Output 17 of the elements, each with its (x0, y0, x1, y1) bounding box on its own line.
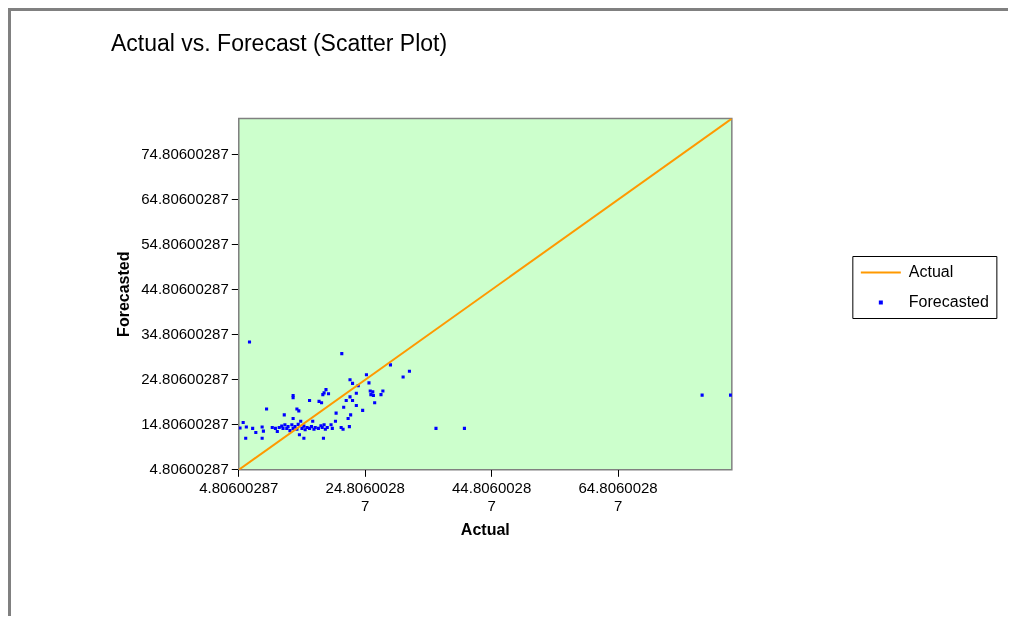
y-tick-label: 44.80600287 (141, 279, 229, 297)
y-axis-title: Forecasted (115, 251, 133, 337)
y-tick-label: 24.80600287 (141, 369, 229, 387)
y-tick-label: 14.80600287 (141, 414, 229, 432)
y-tick-label: 54.80600287 (141, 234, 229, 252)
y-tick-label: 4.80600287 (149, 459, 229, 477)
x-tick-label: 4.80600287 (199, 478, 279, 496)
chart-title: Actual vs. Forecast (Scatter Plot) (111, 30, 448, 57)
y-tick-label: 64.80600287 (141, 189, 229, 207)
legend-label: Actual (908, 262, 954, 280)
x-axis-title: Actual (460, 520, 510, 538)
legend-label: Forecasted (908, 292, 989, 310)
x-tick-label: 24.8060028 7 (325, 478, 405, 514)
y-tick-label: 34.80600287 (141, 324, 229, 342)
x-tick-label: 44.8060028 7 (452, 478, 532, 514)
y-tick-label: 74.80600287 (141, 144, 229, 162)
x-tick-label: 64.8060028 7 (578, 478, 658, 514)
